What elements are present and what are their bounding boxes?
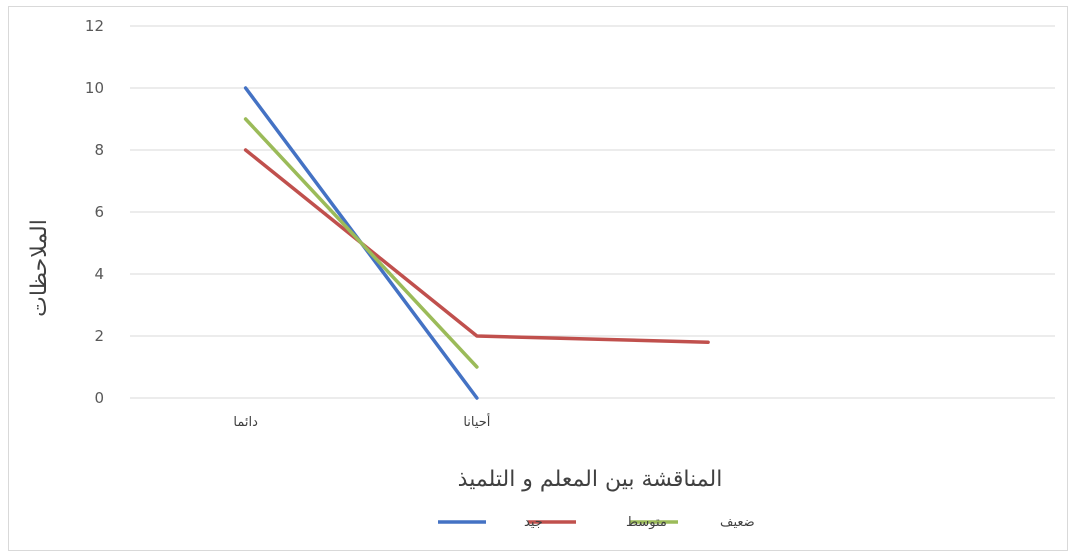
legend-label: متوسط [626,515,667,530]
series-lines [243,86,710,400]
y-tick-label: 6 [94,203,104,221]
legend-label: جيد [524,515,543,530]
legend-item: ضعيف [630,515,755,530]
x-axis-ticks: دائما أحيانا [233,413,490,430]
series-line-2 [243,117,479,369]
x-tick-label: دائما [233,415,258,430]
y-tick-label: 0 [94,389,104,407]
y-tick-label: 8 [94,141,104,159]
y-axis-title: الملاحظات [27,219,52,317]
legend-label: ضعيف [720,515,755,530]
grid-lines [130,25,1055,399]
series-line-1 [243,148,710,344]
y-tick-label: 2 [94,327,104,345]
legend-item: جيد [438,515,543,530]
chart-frame [8,6,1068,551]
y-tick-label: 12 [85,17,104,35]
x-tick-label: أحيانا [463,413,490,430]
y-tick-label: 10 [85,79,104,97]
legend-item: متوسط [528,515,667,530]
y-tick-label: 4 [94,265,104,283]
legend: ضعيف متوسط جيد [438,515,755,530]
y-axis-ticks: 0 2 4 6 8 10 12 [85,17,104,407]
x-axis-title: المناقشة بين المعلم و التلميذ [458,467,723,492]
